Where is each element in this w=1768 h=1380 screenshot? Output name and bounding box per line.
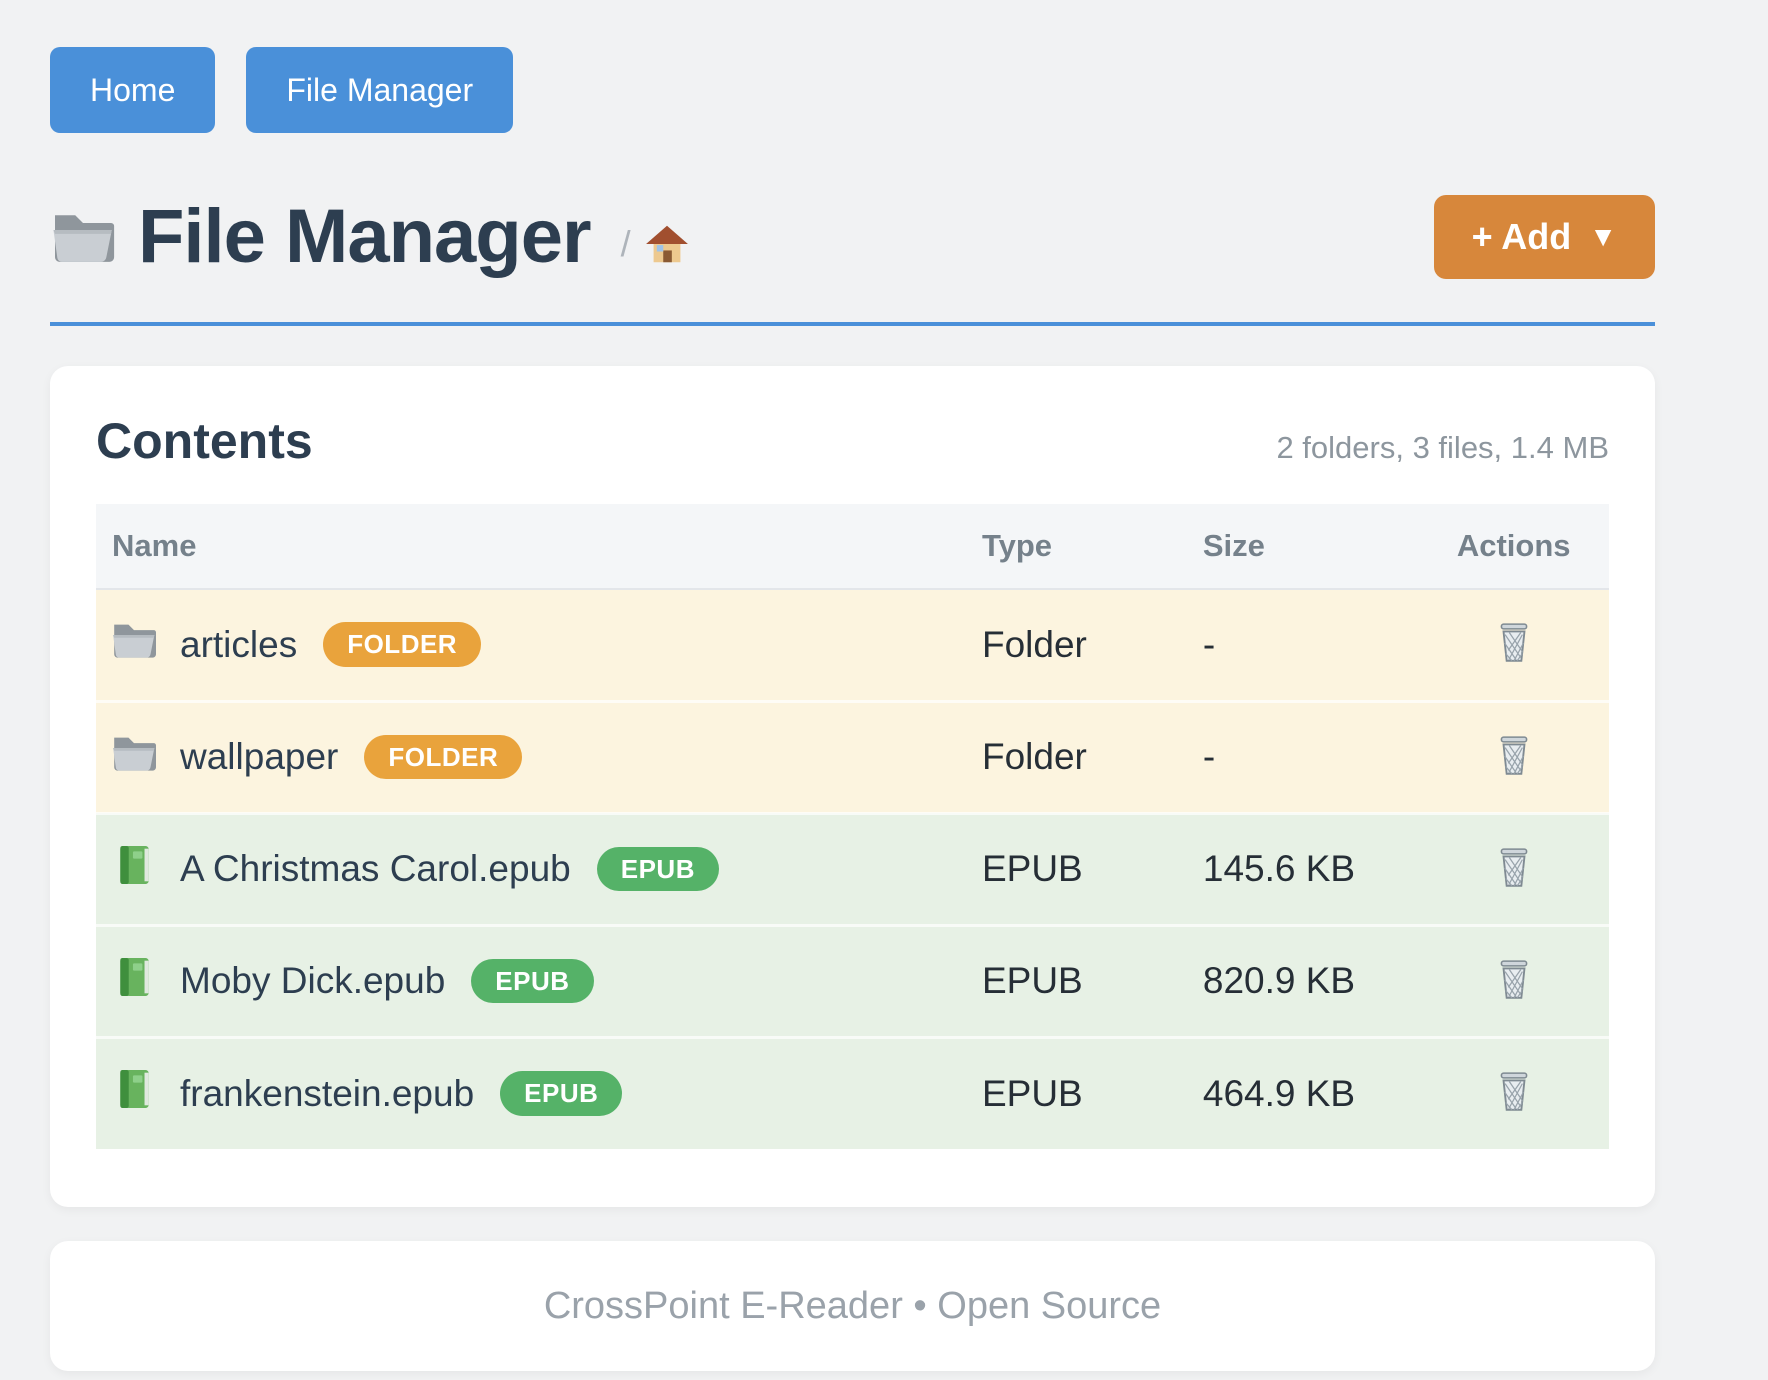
file-type: EPUB — [965, 811, 1187, 925]
file-manager-page: Home File Manager File Manager / + Add ▼… — [50, 0, 1655, 1371]
type-badge: EPUB — [471, 958, 594, 1004]
footer-text: CrossPoint E-Reader • Open Source — [543, 1284, 1162, 1327]
table-row: articles FOLDER Folder - — [96, 589, 1609, 701]
type-badge: EPUB — [596, 846, 719, 892]
delete-button[interactable] — [1488, 1064, 1540, 1120]
trash-icon — [1494, 734, 1534, 778]
table-header-row: Name Type Size Actions — [96, 504, 1609, 590]
file-type: EPUB — [965, 923, 1187, 1037]
home-button[interactable]: Home — [50, 47, 216, 133]
file-name-link[interactable]: articles — [180, 623, 298, 665]
page-title: File Manager — [138, 194, 592, 279]
delete-button[interactable] — [1488, 615, 1540, 671]
breadcrumb-home-link[interactable] — [645, 224, 689, 264]
add-button[interactable]: + Add ▼ — [1433, 194, 1655, 279]
contents-summary: 2 folders, 3 files, 1.4 MB — [1276, 430, 1609, 465]
folder-icon — [50, 209, 116, 265]
delete-button[interactable] — [1488, 952, 1540, 1008]
file-size: - — [1202, 623, 1216, 665]
trash-icon — [1494, 621, 1534, 665]
add-button-label: + Add — [1471, 215, 1572, 257]
file-size: 464.9 KB — [1186, 1035, 1419, 1149]
footer: CrossPoint E-Reader • Open Source — [50, 1241, 1655, 1371]
chevron-down-icon: ▼ — [1589, 220, 1617, 252]
file-type: Folder — [965, 699, 1187, 813]
file-size: 145.6 KB — [1186, 811, 1419, 925]
breadcrumb-separator: / — [620, 222, 631, 264]
contents-heading: Contents — [96, 413, 313, 469]
file-size: 820.9 KB — [1186, 923, 1419, 1037]
contents-card-header: Contents 2 folders, 3 files, 1.4 MB — [96, 412, 1609, 470]
column-header-type: Type — [965, 504, 1187, 590]
table-row: A Christmas Carol.epub EPUB EPUB 145.6 K… — [96, 811, 1609, 925]
book-icon — [112, 957, 156, 1006]
book-icon — [112, 845, 156, 894]
page-header: File Manager / + Add ▼ — [50, 193, 1655, 280]
trash-icon — [1494, 846, 1534, 890]
file-table: Name Type Size Actions articles FOLDER — [96, 504, 1609, 1149]
table-row: frankenstein.epub EPUB EPUB 464.9 KB — [96, 1035, 1609, 1149]
file-name-link[interactable]: A Christmas Carol.epub — [180, 848, 571, 889]
top-nav: Home File Manager — [50, 0, 1655, 133]
delete-button[interactable] — [1488, 840, 1540, 896]
file-type: Folder — [981, 623, 1087, 665]
file-name-link[interactable]: Moby Dick.epub — [180, 960, 446, 1001]
folder-icon — [112, 733, 156, 782]
table-row: Moby Dick.epub EPUB EPUB 820.9 KB — [96, 923, 1609, 1037]
contents-card: Contents 2 folders, 3 files, 1.4 MB Name… — [50, 366, 1655, 1207]
folder-icon — [112, 620, 156, 669]
file-name-link[interactable]: frankenstein.epub — [180, 1072, 475, 1114]
trash-icon — [1494, 958, 1534, 1002]
column-header-size: Size — [1186, 504, 1419, 590]
file-name-link[interactable]: wallpaper — [180, 736, 339, 777]
file-size: - — [1186, 699, 1419, 813]
table-row: wallpaper FOLDER Folder - — [96, 699, 1609, 813]
column-header-actions: Actions — [1418, 504, 1609, 590]
home-icon — [645, 224, 689, 264]
file-type: EPUB — [965, 1035, 1187, 1149]
column-header-name: Name — [96, 504, 966, 590]
breadcrumb: / — [621, 223, 689, 265]
title-divider — [50, 322, 1655, 326]
type-badge: FOLDER — [323, 622, 482, 668]
book-icon — [112, 1069, 156, 1118]
trash-icon — [1494, 1070, 1534, 1114]
file-manager-button[interactable]: File Manager — [246, 47, 514, 133]
type-badge: EPUB — [500, 1071, 623, 1117]
delete-button[interactable] — [1488, 728, 1540, 784]
type-badge: FOLDER — [364, 734, 523, 780]
